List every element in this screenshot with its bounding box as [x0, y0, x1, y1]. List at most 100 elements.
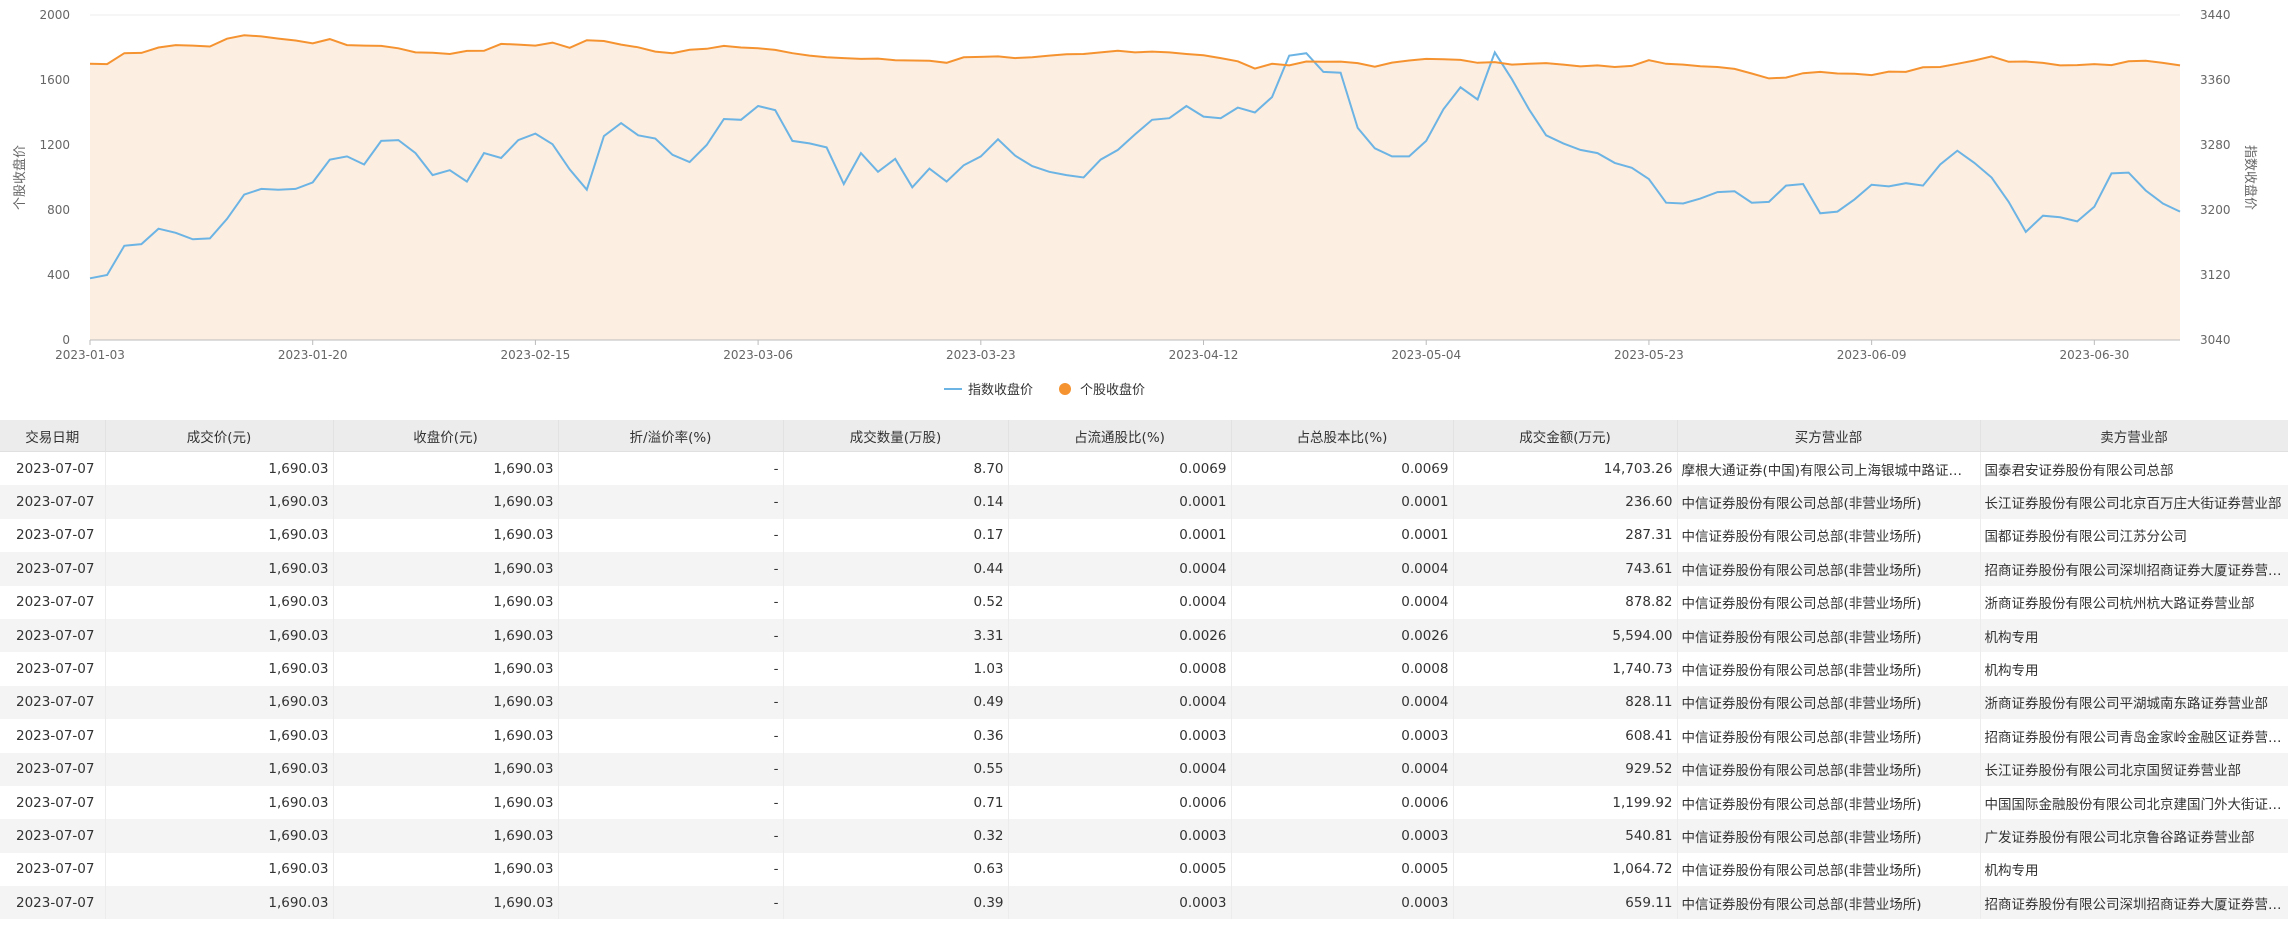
- table-cell: 1,690.03: [105, 852, 334, 887]
- table-cell: -: [558, 652, 784, 686]
- column-header[interactable]: 折/溢价率(%): [558, 420, 784, 452]
- table-cell: 0.0005: [1008, 852, 1232, 887]
- table-cell: 机构专用: [1980, 652, 2288, 686]
- table-cell: 0.0004: [1008, 552, 1232, 586]
- table-cell: 中信证券股份有限公司总部(非营业场所): [1677, 518, 1981, 553]
- table-cell: 929.52: [1453, 752, 1678, 786]
- table-cell: 0.0008: [1008, 652, 1232, 686]
- table-cell: 中信证券股份有限公司总部(非营业场所): [1677, 852, 1981, 887]
- table-cell: 0.0004: [1231, 752, 1454, 786]
- table-cell: 1,690.03: [333, 752, 559, 786]
- table-cell: 招商证券股份有限公司深圳招商证券大厦证券营业部: [1980, 552, 2288, 586]
- table-cell: 1,690.03: [105, 752, 334, 786]
- table-cell: 1.03: [783, 652, 1009, 686]
- table-cell: 1,690.03: [333, 485, 559, 519]
- legend-item-label: 指数收盘价: [968, 382, 1033, 398]
- column-header[interactable]: 卖方营业部: [1980, 420, 2288, 452]
- table-cell: 机构专用: [1980, 852, 2288, 887]
- table-cell: -: [558, 752, 784, 786]
- table-cell: 1,690.03: [333, 518, 559, 553]
- table-row[interactable]: 2023-07-07 1,690.03 1,690.03-0.17 0.0001 0.0…: [0, 518, 2288, 553]
- table-cell: 1,690.03: [333, 451, 559, 486]
- table-cell: 0.44: [783, 552, 1009, 586]
- column-header[interactable]: 交易日期: [0, 420, 106, 452]
- x-tick-label: 2023-05-23: [1614, 348, 1684, 362]
- table-cell: 1,690.03: [105, 485, 334, 519]
- table-cell: 中信证券股份有限公司总部(非营业场所): [1677, 618, 1981, 653]
- y-left-tick-label: 0: [62, 333, 70, 347]
- table-cell: -: [558, 819, 784, 853]
- table-row[interactable]: 2023-07-07 1,690.03 1,690.03-1.03 0.0008 0.0…: [0, 652, 2288, 686]
- table-cell: 0.0003: [1008, 886, 1232, 920]
- y-right-tick-label: 3440: [2200, 8, 2231, 22]
- table-cell: 1,690.03: [105, 552, 334, 586]
- x-tick-label: 2023-06-09: [1837, 348, 1907, 362]
- table-cell: 0.52: [783, 585, 1009, 619]
- series-line-right: [89, 50, 2181, 280]
- table-cell: -: [558, 719, 784, 753]
- column-header[interactable]: 收盘价(元): [333, 420, 559, 452]
- column-header[interactable]: 占流通股比(%): [1008, 420, 1232, 452]
- table-cell: 0.49: [783, 685, 1009, 720]
- table-cell: 0.0003: [1231, 719, 1454, 753]
- table-cell: -: [558, 785, 784, 820]
- y-left-tick-label: 2000: [39, 8, 70, 22]
- table-cell: 0.0001: [1231, 485, 1454, 519]
- column-header[interactable]: 成交价(元): [105, 420, 334, 452]
- table-row[interactable]: 2023-07-07 1,690.03 1,690.03-0.39 0.0003 0.0…: [0, 886, 2288, 920]
- table-row[interactable]: 2023-07-07 1,690.03 1,690.03-0.52 0.0004 0.0…: [0, 585, 2288, 619]
- table-cell: 1,690.03: [105, 785, 334, 820]
- series-lines: [89, 34, 2181, 280]
- table-cell: 540.81: [1453, 819, 1678, 853]
- table-row[interactable]: 2023-07-07 1,690.03 1,690.03-0.71 0.0006 0.0…: [0, 785, 2288, 820]
- table-row[interactable]: 2023-07-07 1,690.03 1,690.03-0.63 0.0005 0.0…: [0, 852, 2288, 887]
- table-cell: 1,690.03: [333, 886, 559, 920]
- table-cell: 2023-07-07: [0, 852, 106, 887]
- table-row[interactable]: 2023-07-07 1,690.03 1,690.03-0.55 0.0004 0.0…: [0, 752, 2288, 786]
- table-cell: 2023-07-07: [0, 785, 106, 820]
- column-header[interactable]: 买方营业部: [1677, 420, 1981, 452]
- y-right-tick-label: 3120: [2200, 268, 2231, 282]
- table-cell: 2023-07-07: [0, 652, 106, 686]
- table-cell: 0.71: [783, 785, 1009, 820]
- table-cell: 0.0008: [1231, 652, 1454, 686]
- table-cell: 1,690.03: [105, 685, 334, 720]
- table-cell: 1,690.03: [333, 719, 559, 753]
- table-row[interactable]: 2023-07-07 1,690.03 1,690.03-3.31 0.0026 0.0…: [0, 618, 2288, 653]
- table-cell: 0.17: [783, 518, 1009, 553]
- table-row[interactable]: 2023-07-07 1,690.03 1,690.03-0.44 0.0004 0.0…: [0, 552, 2288, 586]
- y-right-tick-label: 3360: [2200, 73, 2231, 87]
- table-cell: 浙商证券股份有限公司杭州杭大路证券营业部: [1980, 585, 2288, 619]
- table-cell: 1,690.03: [105, 652, 334, 686]
- table-cell: 1,690.03: [333, 618, 559, 653]
- column-header[interactable]: 成交数量(万股): [783, 420, 1009, 452]
- table-row[interactable]: 2023-07-07 1,690.03 1,690.03-0.14 0.0001 0.0…: [0, 485, 2288, 519]
- table-cell: 1,064.72: [1453, 852, 1678, 887]
- table-cell: 2023-07-07: [0, 585, 106, 619]
- column-header[interactable]: 成交金额(万元): [1453, 420, 1678, 452]
- table-cell: 中信证券股份有限公司总部(非营业场所): [1677, 652, 1981, 686]
- x-tick-label: 2023-01-03: [55, 348, 125, 362]
- table-cell: -: [558, 552, 784, 586]
- y-left-tick-label: 1200: [39, 138, 70, 152]
- table-cell: 2023-07-07: [0, 719, 106, 753]
- x-tick-label: 2023-03-06: [723, 348, 793, 362]
- table-cell: 608.41: [1453, 719, 1678, 753]
- table-cell: 中信证券股份有限公司总部(非营业场所): [1677, 585, 1981, 619]
- legend[interactable]: 指数收盘价 个股收盘价: [944, 382, 1145, 398]
- table-cell: 0.0004: [1008, 585, 1232, 619]
- table-cell: 1,199.92: [1453, 785, 1678, 820]
- table-cell: 0.0069: [1008, 451, 1232, 486]
- table-row[interactable]: 2023-07-07 1,690.03 1,690.03-0.32 0.0003 0.0…: [0, 819, 2288, 853]
- y-left-tick-label: 1600: [39, 73, 70, 87]
- table-cell: 2023-07-07: [0, 752, 106, 786]
- stock-area-fill: [90, 35, 2180, 341]
- price-chart: 0 3040 400 3120 800 3200 1200 3280 1600 3360 2000 3…: [0, 0, 2288, 420]
- table-header: 交易日期 成交价(元) 收盘价(元) 折/溢价率(%) 成交数量(万股) 占流通股比(%)…: [0, 420, 2288, 452]
- table-row[interactable]: 2023-07-07 1,690.03 1,690.03-0.36 0.0003 0.0…: [0, 719, 2288, 753]
- table-row[interactable]: 2023-07-07 1,690.03 1,690.03-8.70 0.0069 0.0…: [0, 451, 2288, 486]
- table-cell: 2023-07-07: [0, 485, 106, 519]
- y-right-tick-label: 3280: [2200, 138, 2231, 152]
- table-row[interactable]: 2023-07-07 1,690.03 1,690.03-0.49 0.0004 0.0…: [0, 685, 2288, 720]
- column-header[interactable]: 占总股本比(%): [1231, 420, 1454, 452]
